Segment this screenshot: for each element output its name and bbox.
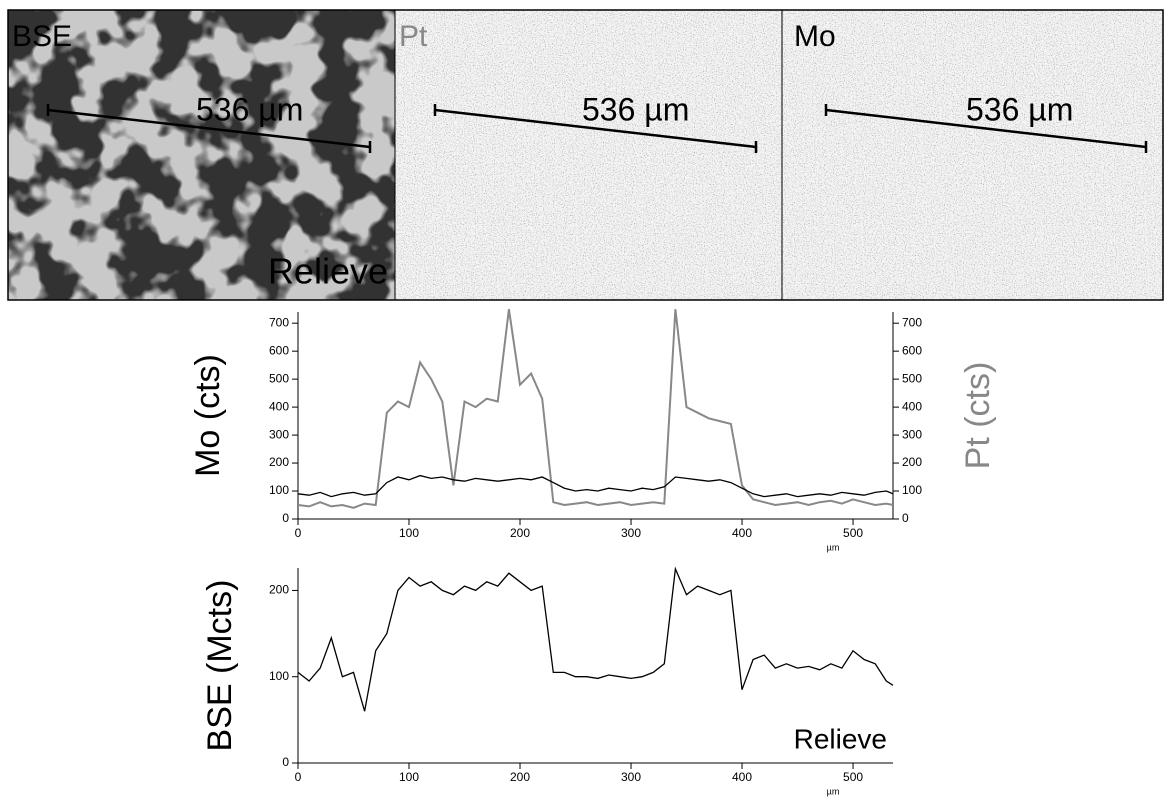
- scale-text: 536 µm: [966, 91, 1073, 127]
- x-tick-label: 500: [843, 770, 863, 784]
- panel-label: Mo: [794, 20, 836, 53]
- y-tick-label: 500: [269, 371, 289, 385]
- scale-bars: [46, 104, 1148, 153]
- frame: [7, 9, 1164, 301]
- data-line: [297, 474, 894, 498]
- y2-tick-label: 700: [902, 315, 922, 329]
- x-tick-label: 100: [399, 526, 419, 540]
- y2-tick-label: 500: [902, 371, 922, 385]
- data-line: [297, 309, 894, 509]
- y-axis-label: BSE (Mcts): [201, 580, 239, 752]
- y-tick-label: 100: [269, 669, 289, 683]
- x-tick-label: 300: [621, 526, 641, 540]
- scale-bar: [825, 108, 1147, 149]
- y-tick-label: 200: [269, 583, 289, 597]
- scale-text: 536 µm: [582, 91, 689, 127]
- scale-text: 536 µm: [196, 91, 303, 127]
- panel-label: Pt: [399, 20, 428, 53]
- data-line: [297, 566, 894, 712]
- x-axis-label: µm: [827, 542, 840, 552]
- panel-label: BSE: [12, 20, 72, 53]
- y2-tick-label: 100: [902, 483, 922, 497]
- mo-texture: [782, 10, 1164, 300]
- x-tick-label: 200: [510, 526, 530, 540]
- y2-axis-label: Pt (cts): [959, 362, 997, 470]
- x-tick-label: 400: [732, 526, 752, 540]
- y2-tick-label: 0: [902, 511, 909, 525]
- bse-texture: [8, 10, 395, 300]
- x-tick-label: 100: [399, 770, 419, 784]
- x-tick-label: 200: [510, 770, 530, 784]
- x-tick-label: 300: [621, 770, 641, 784]
- micrographs: BSE Pt Mo 536 µm 536 µm 536 µm Relieve: [7, 9, 1164, 301]
- y-tick-label: 0: [282, 511, 289, 525]
- y-tick-label: 100: [269, 483, 289, 497]
- y2-tick-label: 200: [902, 455, 922, 469]
- y2-tick-label: 600: [902, 343, 922, 357]
- y-tick-label: 600: [269, 343, 289, 357]
- y-tick-label: 0: [282, 755, 289, 769]
- y2-tick-label: 300: [902, 427, 922, 441]
- y2-tick-label: 400: [902, 399, 922, 413]
- pt-texture: [395, 10, 782, 300]
- y-tick-label: 400: [269, 399, 289, 413]
- x-tick-label: 400: [732, 770, 752, 784]
- x-tick-label: 0: [295, 526, 302, 540]
- annotation: Relieve: [794, 723, 887, 754]
- y-tick-label: 300: [269, 427, 289, 441]
- x-tick-label: 0: [295, 770, 302, 784]
- scale-bar: [434, 108, 757, 149]
- y-axis-label: Mo (cts): [189, 354, 227, 477]
- y-tick-label: 200: [269, 455, 289, 469]
- scale-bar: [47, 108, 371, 149]
- panel-annotation: Relieve: [268, 251, 388, 292]
- x-axis-label: µm: [827, 786, 840, 796]
- y-tick-label: 700: [269, 315, 289, 329]
- x-tick-label: 500: [843, 526, 863, 540]
